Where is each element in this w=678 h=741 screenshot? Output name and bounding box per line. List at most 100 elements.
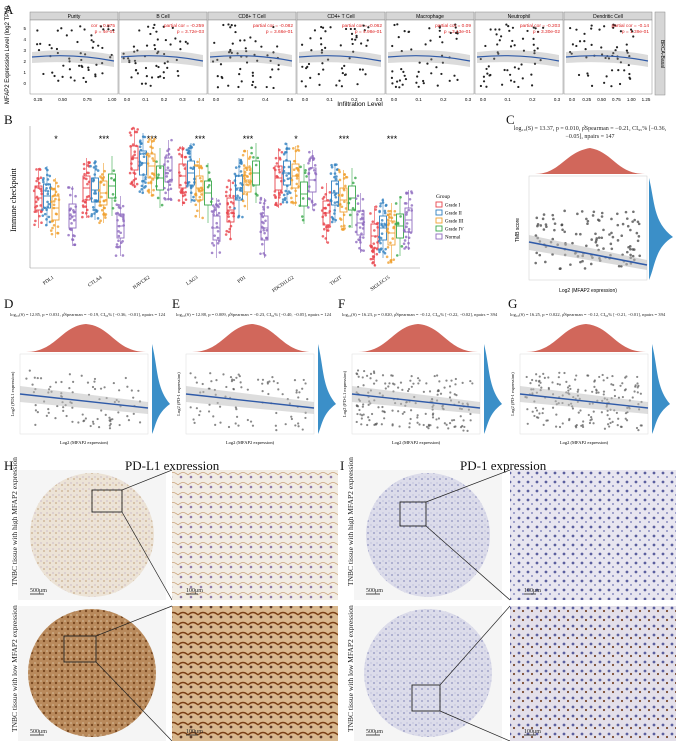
dg-point <box>427 427 430 430</box>
b-point <box>321 235 325 238</box>
a-point <box>134 69 138 72</box>
dg-point <box>436 374 439 377</box>
c-point <box>596 218 600 222</box>
dg-point <box>126 385 129 388</box>
b-point <box>96 217 100 220</box>
a-point <box>231 42 234 45</box>
a-point <box>585 56 588 59</box>
b-point <box>224 233 228 236</box>
a-point <box>522 49 526 52</box>
b-point <box>371 260 375 264</box>
b-point <box>167 152 171 156</box>
c-point <box>594 232 597 236</box>
b-point <box>241 153 245 157</box>
b-point <box>216 229 220 233</box>
dg-point <box>246 418 249 422</box>
b-point <box>247 157 251 160</box>
b-point <box>38 168 42 171</box>
dg-point <box>443 422 446 425</box>
b-point <box>113 199 117 202</box>
b-point <box>369 257 373 261</box>
b-point <box>115 203 119 206</box>
a-xtick: 0.3 <box>376 97 383 102</box>
b-point <box>139 142 143 146</box>
b-point <box>33 223 36 227</box>
b-point <box>206 185 210 189</box>
a-point <box>277 63 280 67</box>
dg-point <box>613 388 616 392</box>
b-point <box>115 243 119 246</box>
dg-point <box>637 428 640 432</box>
a-point <box>271 68 274 71</box>
dg-point <box>397 410 400 413</box>
c-point <box>574 232 578 236</box>
a-facet-name: Neutrophil <box>508 14 531 20</box>
c-point <box>592 210 596 214</box>
dg-point <box>108 416 111 419</box>
b-point <box>82 167 86 171</box>
dg-point <box>274 424 277 427</box>
b-point <box>56 193 60 196</box>
dg-point <box>436 426 439 429</box>
dg-point <box>366 423 369 427</box>
dg-point <box>558 383 561 386</box>
a-point <box>133 59 137 62</box>
a-point <box>136 72 139 75</box>
a-point <box>234 30 237 34</box>
dg-point <box>222 373 225 376</box>
c-point <box>625 250 629 254</box>
b-point <box>330 165 334 169</box>
b-point <box>336 200 339 204</box>
dg-point <box>62 406 65 409</box>
dg-point <box>230 380 234 383</box>
dg-point <box>391 382 395 385</box>
b-point <box>244 180 248 183</box>
b-point <box>243 204 247 208</box>
a-point <box>324 30 327 33</box>
b-point <box>163 197 166 200</box>
b-point <box>400 245 404 248</box>
label-b: B <box>4 112 13 127</box>
a-point <box>147 25 150 28</box>
c-point <box>595 239 598 242</box>
b-point <box>85 177 88 181</box>
a-point <box>140 82 144 85</box>
c-point <box>595 244 599 247</box>
c-point <box>629 247 632 251</box>
a-point <box>90 39 93 42</box>
b-point <box>51 226 54 230</box>
a-point <box>590 84 594 87</box>
c-point <box>624 210 628 214</box>
b-point <box>152 172 155 176</box>
dg-point <box>251 424 255 427</box>
b-point <box>344 175 348 179</box>
b-point <box>389 259 393 262</box>
dg-point <box>602 379 605 382</box>
b-point <box>274 156 278 160</box>
a-point <box>495 33 498 36</box>
b-point <box>131 155 135 158</box>
a-point <box>570 52 573 55</box>
dg-point <box>625 419 629 422</box>
b-point <box>44 166 48 170</box>
dg-point <box>295 391 298 394</box>
dg-point <box>72 380 75 383</box>
dg-point <box>577 411 580 414</box>
b-point <box>81 215 84 219</box>
b-point <box>342 213 346 217</box>
b-point <box>338 178 342 182</box>
a-point <box>533 49 536 52</box>
b-point <box>152 159 155 163</box>
a-point <box>238 73 241 76</box>
b-point <box>117 203 121 207</box>
b-point <box>378 209 381 213</box>
c-point <box>637 222 641 226</box>
dg-stats: log₁₀(S) = 12.85, p = 0.031, ρ̂Spearman … <box>10 312 166 317</box>
dg-point <box>91 420 95 423</box>
dg-point <box>584 389 587 392</box>
a-point <box>309 37 312 40</box>
dg-point <box>198 413 201 417</box>
a-point <box>619 61 622 64</box>
a-point <box>222 23 225 27</box>
a-point <box>266 54 269 57</box>
